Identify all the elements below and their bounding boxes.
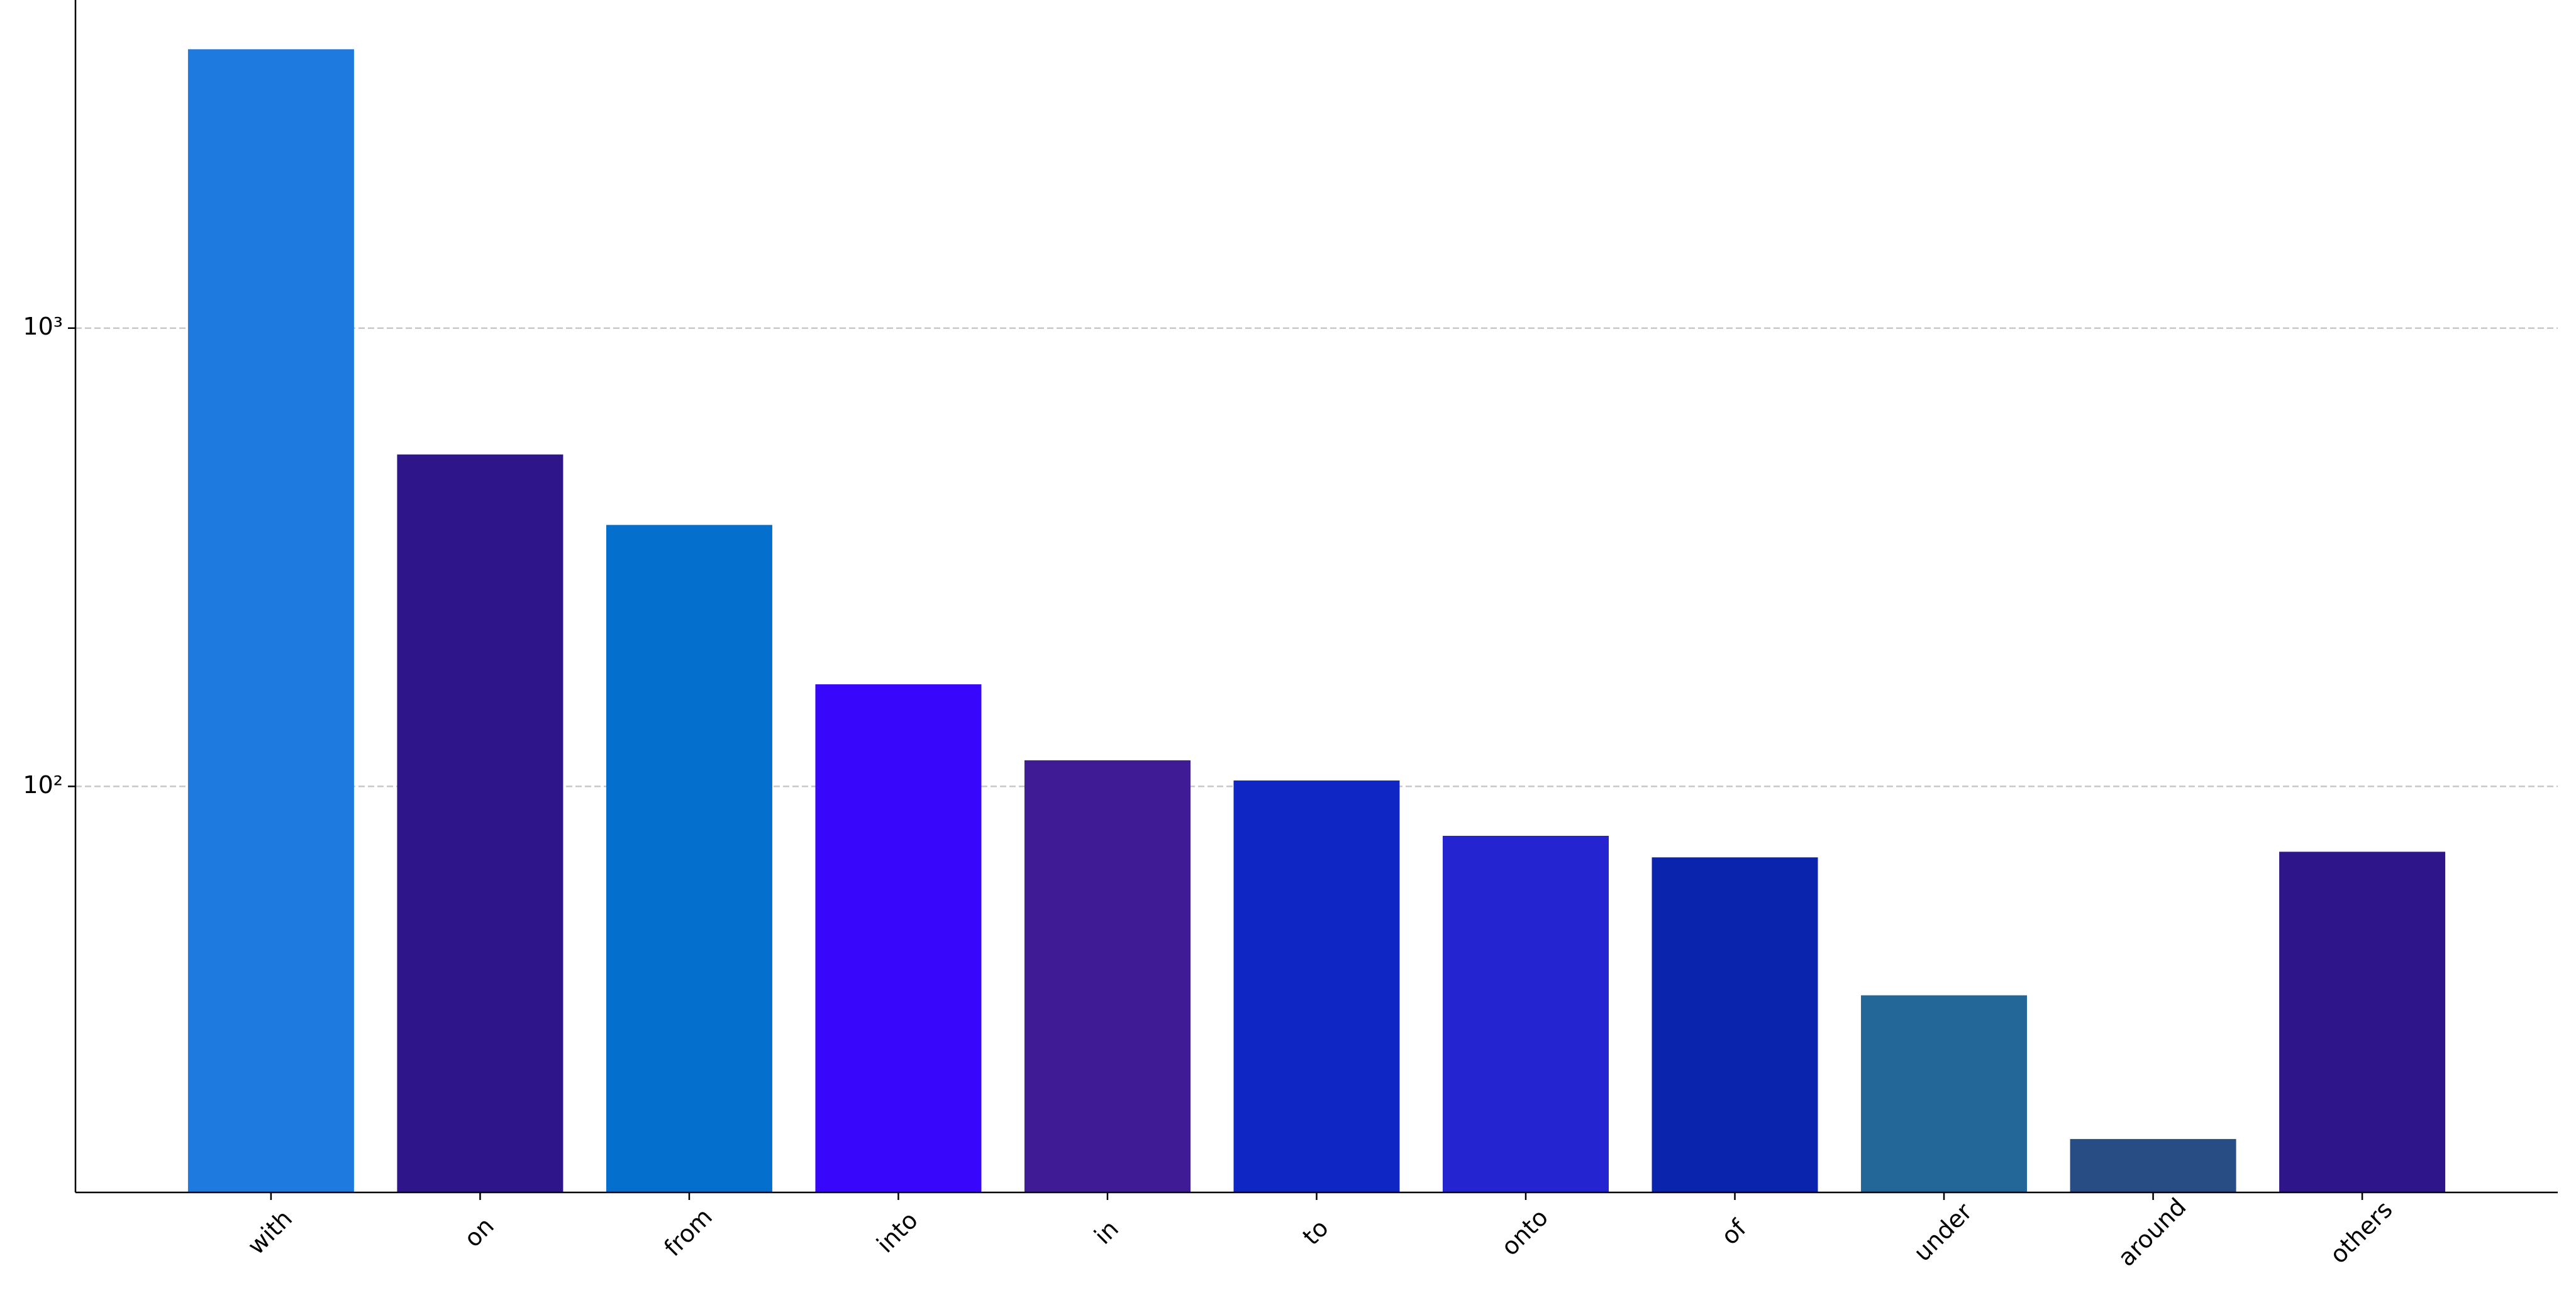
x-tick-label: with (242, 1204, 297, 1260)
x-tick-label: around (2112, 1192, 2192, 1272)
y-tick-label: 10² (23, 771, 63, 799)
x-tick-label: to (1297, 1214, 1334, 1250)
x-tick-label: of (1716, 1214, 1752, 1250)
x-tick-label: others (2324, 1196, 2398, 1269)
bar (2070, 1139, 2236, 1192)
bar (1024, 760, 1191, 1192)
bar (815, 684, 982, 1192)
bar (606, 525, 772, 1192)
bar (1652, 857, 1818, 1192)
x-tick-label: in (1089, 1214, 1124, 1250)
x-tick-label: on (458, 1212, 499, 1253)
bar (187, 49, 354, 1192)
y-tick-label: 10³ (23, 313, 63, 340)
bar (397, 454, 564, 1192)
bar (1233, 780, 1400, 1192)
bar (1861, 995, 2028, 1192)
x-tick-label: under (1908, 1197, 1977, 1267)
x-tick-label: onto (1496, 1203, 1553, 1261)
bar (2279, 852, 2446, 1192)
bar (1443, 835, 1609, 1192)
x-tick-label: from (658, 1202, 718, 1262)
x-tick-label: into (871, 1206, 923, 1258)
